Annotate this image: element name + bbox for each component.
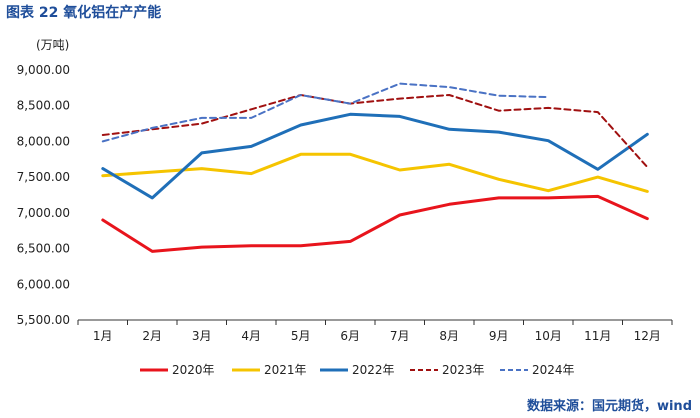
x-tick-label: 6月 [340, 329, 360, 343]
y-tick-label: 8,000.00 [17, 134, 70, 148]
y-tick-label: 7,500.00 [17, 170, 70, 184]
y-tick-label: 9,000.00 [17, 63, 70, 77]
x-axis: 1月 2月 3月 4月 5月 6月 7月 8月 9月 10月 11月 12月 [77, 319, 673, 343]
y-tick-label: 6,000.00 [17, 277, 70, 291]
series-line-0 [101, 194, 649, 253]
y-tick-label: 6,500.00 [17, 242, 70, 256]
legend-label: 2023年 [442, 363, 485, 377]
legend-label: 2024年 [532, 363, 575, 377]
x-tick-label: 12月 [634, 329, 661, 343]
series-lines [101, 82, 649, 253]
series-line-3 [101, 94, 649, 169]
legend-label: 2022年 [352, 363, 395, 377]
data-source: 数据来源：国元期货，wind [526, 399, 692, 414]
legend: 2020年 2021年 2022年 2023年 2024年 [140, 363, 575, 377]
x-tick-label: 9月 [489, 329, 509, 343]
x-tick-label: 5月 [291, 329, 311, 343]
chart-title: 图表 22 氧化铝在产产能 [6, 5, 162, 21]
x-tick-label: 3月 [192, 329, 212, 343]
legend-label: 2021年 [264, 363, 307, 377]
legend-label: 2020年 [172, 363, 215, 377]
x-tick-label: 4月 [241, 329, 261, 343]
x-tick-label: 1月 [93, 329, 113, 343]
x-tick-label: 11月 [584, 329, 611, 343]
series-line-2 [101, 112, 649, 200]
x-tick-label: 7月 [390, 329, 410, 343]
y-tick-label: 8,500.00 [17, 99, 70, 113]
x-tick-label: 2月 [142, 329, 162, 343]
series-line-1 [101, 152, 649, 193]
y-tick-label: 5,500.00 [17, 313, 70, 327]
x-tick-label: 10月 [535, 329, 562, 343]
y-axis-ticks: 5,500.00 6,000.00 6,500.00 7,000.00 7,500.00… [17, 63, 70, 327]
x-tick-label: 8月 [439, 329, 459, 343]
y-tick-label: 7,000.00 [17, 206, 70, 220]
y-axis-unit: (万吨) [36, 38, 70, 52]
series-line-4 [101, 82, 550, 143]
